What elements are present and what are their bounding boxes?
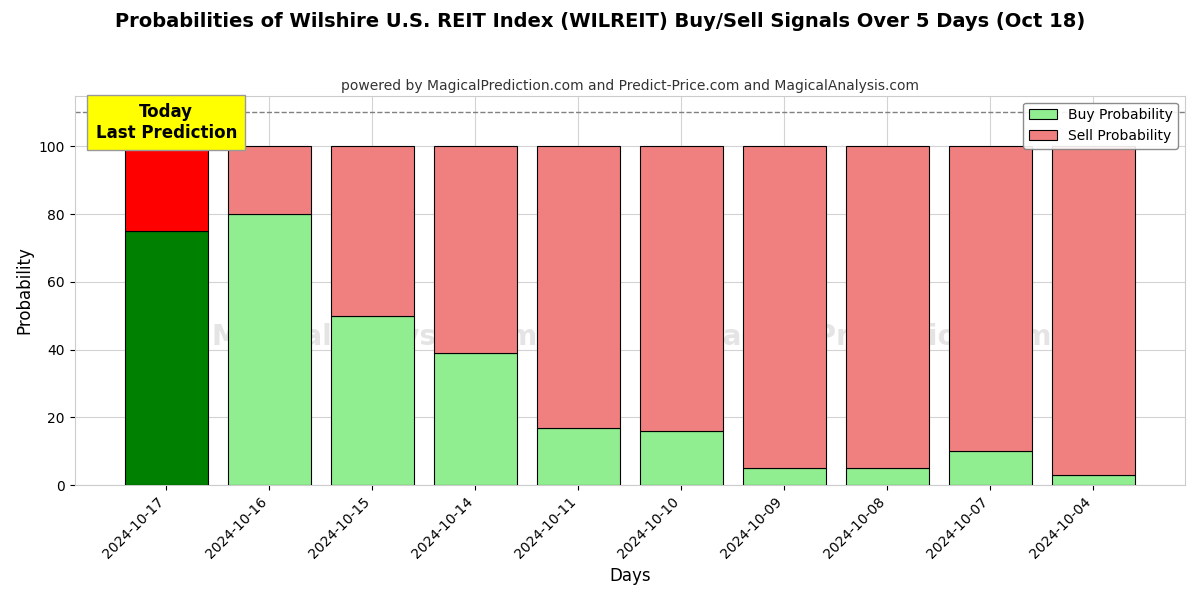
Bar — [331, 316, 414, 485]
Text: Today
Last Prediction: Today Last Prediction — [96, 103, 238, 142]
Bar — [640, 431, 722, 485]
Bar — [434, 353, 516, 485]
Y-axis label: Probability: Probability — [16, 247, 34, 334]
Bar — [640, 146, 722, 431]
Title: powered by MagicalPrediction.com and Predict-Price.com and MagicalAnalysis.com: powered by MagicalPrediction.com and Pre… — [341, 79, 919, 93]
Bar — [331, 146, 414, 316]
Text: Probabilities of Wilshire U.S. REIT Index (WILREIT) Buy/Sell Signals Over 5 Days: Probabilities of Wilshire U.S. REIT Inde… — [115, 12, 1085, 31]
Bar — [538, 146, 619, 428]
Text: MagicalAnalysis.com: MagicalAnalysis.com — [211, 323, 538, 351]
Bar — [125, 146, 208, 231]
Bar — [1052, 146, 1134, 475]
Bar — [846, 146, 929, 468]
Bar — [949, 451, 1032, 485]
Text: MagicalPrediction.com: MagicalPrediction.com — [696, 323, 1052, 351]
Bar — [434, 146, 516, 353]
Bar — [228, 146, 311, 214]
Bar — [743, 468, 826, 485]
Bar — [743, 146, 826, 468]
Bar — [949, 146, 1032, 451]
X-axis label: Days: Days — [610, 567, 650, 585]
Bar — [1052, 475, 1134, 485]
Bar — [846, 468, 929, 485]
Bar — [125, 231, 208, 485]
Bar — [228, 214, 311, 485]
Bar — [538, 428, 619, 485]
Legend: Buy Probability, Sell Probability: Buy Probability, Sell Probability — [1024, 103, 1178, 149]
